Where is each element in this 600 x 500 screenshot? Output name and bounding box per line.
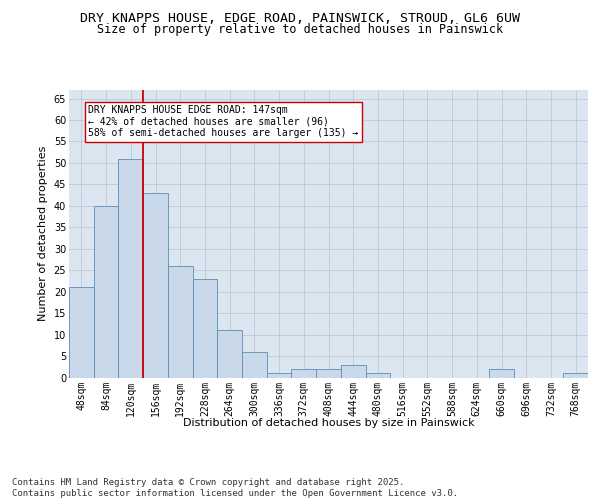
Bar (341, 364, 365, 378)
Bar (292, 369, 316, 378)
Bar (563, 373, 588, 378)
Bar (143, 193, 168, 378)
Bar (267, 373, 292, 378)
Bar (365, 373, 390, 378)
Bar (69, 288, 94, 378)
Bar (316, 369, 341, 378)
Bar (94, 206, 118, 378)
Text: DRY KNAPPS HOUSE, EDGE ROAD, PAINSWICK, STROUD, GL6 6UW: DRY KNAPPS HOUSE, EDGE ROAD, PAINSWICK, … (80, 12, 520, 26)
Text: DRY KNAPPS HOUSE EDGE ROAD: 147sqm
← 42% of detached houses are smaller (96)
58%: DRY KNAPPS HOUSE EDGE ROAD: 147sqm ← 42%… (88, 105, 359, 138)
Bar (489, 369, 514, 378)
Bar (168, 266, 193, 378)
Bar (118, 158, 143, 378)
Text: Contains HM Land Registry data © Crown copyright and database right 2025.
Contai: Contains HM Land Registry data © Crown c… (12, 478, 458, 498)
Bar (217, 330, 242, 378)
Bar (193, 279, 217, 378)
Y-axis label: Number of detached properties: Number of detached properties (38, 146, 48, 322)
Bar (242, 352, 267, 378)
X-axis label: Distribution of detached houses by size in Painswick: Distribution of detached houses by size … (182, 418, 475, 428)
Text: Size of property relative to detached houses in Painswick: Size of property relative to detached ho… (97, 24, 503, 36)
